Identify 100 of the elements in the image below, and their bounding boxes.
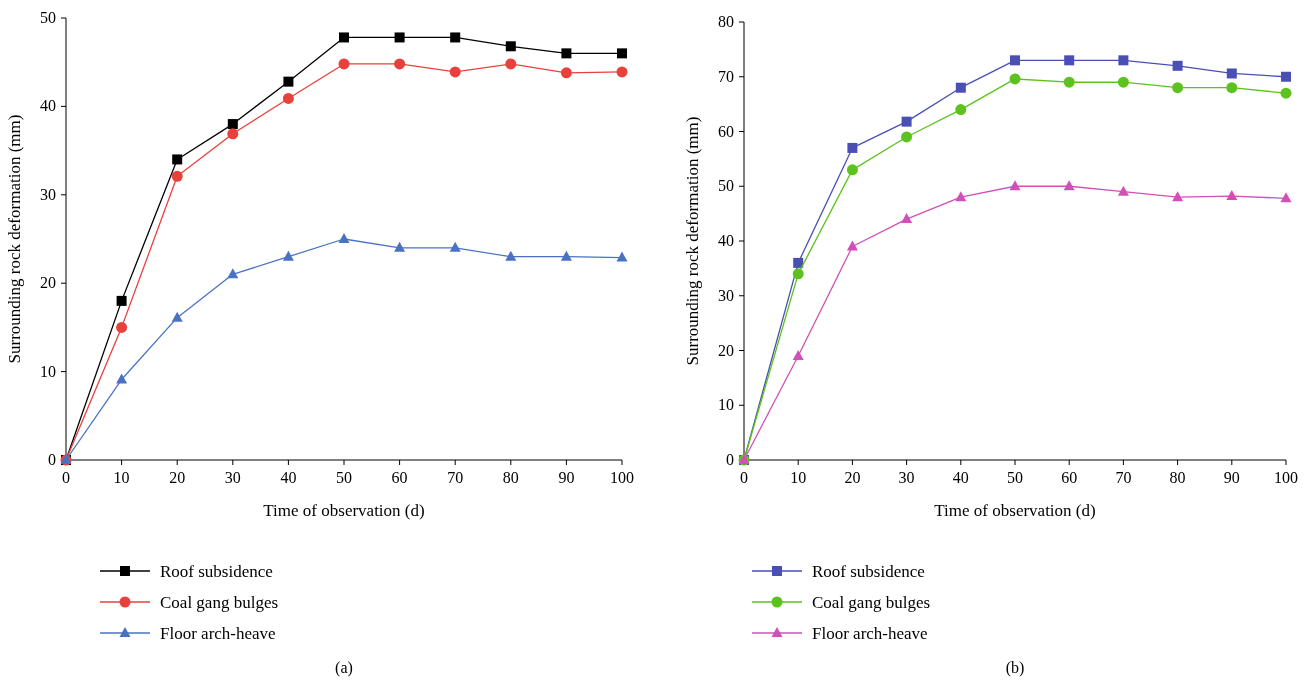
point [955, 191, 967, 202]
point [338, 58, 350, 70]
point [1064, 55, 1075, 66]
x-axis-title: Time of observation (d) [263, 501, 425, 520]
x-tick-label: 40 [280, 469, 297, 486]
y-axis-title: Surrounding rock deformation (mm) [5, 114, 24, 364]
point [227, 128, 239, 140]
point [116, 373, 128, 384]
text: (b) [1005, 659, 1025, 677]
legend-label: Coal gang bulges [812, 593, 931, 612]
point [793, 257, 804, 268]
point [901, 131, 913, 143]
y-tick-label: 80 [718, 13, 734, 30]
legend-label: Floor arch-heave [812, 624, 928, 643]
point [560, 250, 572, 261]
point [227, 119, 238, 130]
point [901, 116, 912, 127]
y-tick-label: 10 [718, 396, 734, 414]
point [450, 32, 461, 43]
point [1226, 82, 1238, 94]
y-tick-label: 20 [718, 341, 734, 359]
point [792, 268, 804, 280]
text: (a) [335, 659, 353, 677]
x-axis-title: Time of observation (d) [934, 501, 1096, 520]
point [846, 240, 858, 251]
point [847, 142, 858, 153]
x-tick-label: 60 [391, 469, 408, 486]
y-tick-label: 60 [718, 122, 734, 140]
point [955, 104, 967, 116]
x-tick-label: 70 [1115, 469, 1132, 486]
point [1226, 68, 1237, 79]
point [616, 66, 628, 78]
point [846, 164, 858, 176]
point [339, 32, 349, 43]
x-tick-label: 90 [558, 469, 575, 486]
legend-label: Roof subsidence [160, 562, 273, 581]
point [616, 251, 628, 262]
y-tick-label: 40 [40, 97, 56, 115]
point [505, 41, 516, 52]
point [1009, 180, 1021, 191]
point [1118, 55, 1129, 66]
point [1010, 55, 1020, 66]
point [1063, 76, 1075, 88]
point [394, 241, 406, 252]
point [1063, 180, 1075, 191]
point [955, 82, 966, 93]
point [283, 76, 294, 87]
x-tick-label: 100 [610, 469, 634, 486]
point [172, 154, 183, 165]
point [1280, 87, 1292, 99]
y-tick-label: 40 [718, 232, 734, 249]
point [1172, 60, 1183, 71]
point [116, 295, 127, 306]
y-tick-label: 50 [40, 9, 56, 26]
point [1009, 73, 1021, 85]
point [171, 170, 183, 182]
point [1281, 71, 1291, 82]
y-tick-label: 70 [718, 67, 734, 85]
y-tick-label: 0 [726, 451, 734, 468]
point [1280, 192, 1292, 203]
legend-label: Floor arch-heave [160, 624, 276, 643]
y-tick-label: 10 [40, 362, 56, 380]
x-tick-label: 20 [169, 469, 186, 486]
point [1172, 191, 1184, 202]
y-tick-label: 0 [48, 451, 56, 468]
point [505, 58, 517, 70]
legend-label: Coal gang bulges [160, 593, 279, 612]
point [901, 213, 913, 224]
point [394, 58, 406, 70]
y-tick-label: 30 [718, 286, 734, 304]
x-tick-label: 80 [502, 469, 519, 486]
point [1226, 190, 1238, 201]
point [1117, 76, 1129, 88]
x-tick-label: 10 [113, 469, 130, 486]
x-tick-label: 30 [898, 469, 915, 486]
x-tick-label: 60 [1061, 469, 1078, 486]
point [338, 233, 350, 243]
point [617, 48, 627, 59]
point [449, 241, 461, 252]
point [449, 66, 461, 78]
x-tick-label: 20 [844, 469, 861, 486]
point [792, 349, 804, 360]
x-tick-label: 40 [952, 469, 969, 486]
x-tick-label: 70 [447, 469, 464, 486]
point [560, 67, 572, 79]
x-tick-label: 0 [62, 469, 70, 486]
x-tick-label: 0 [740, 469, 748, 486]
point [227, 268, 239, 279]
y-tick-label: 50 [718, 177, 734, 195]
point [116, 321, 128, 333]
y-tick-label: 30 [40, 185, 56, 203]
point [282, 250, 294, 261]
point [505, 250, 517, 261]
x-tick-label: 50 [1007, 469, 1023, 486]
x-tick-label: 90 [1223, 469, 1240, 486]
x-tick-label: 100 [1274, 469, 1298, 486]
y-tick-label: 20 [40, 274, 56, 292]
y-axis-title: Surrounding rock deformation (mm) [683, 116, 702, 366]
point [394, 32, 405, 43]
point [1117, 185, 1129, 196]
